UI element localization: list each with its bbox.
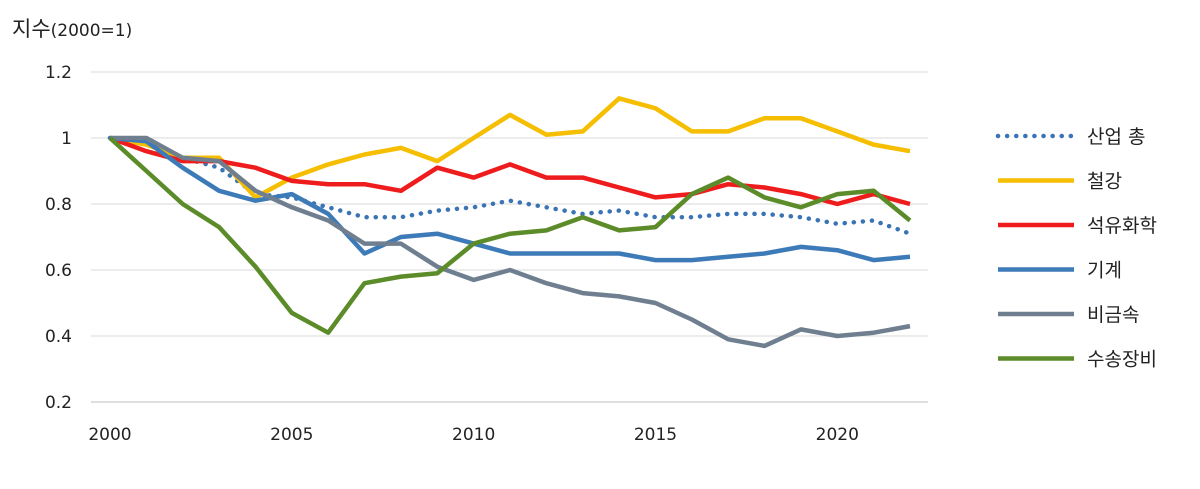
legend-label: 비금속 xyxy=(1087,304,1139,326)
x-tick-label: 2015 xyxy=(634,425,677,445)
series-line xyxy=(109,135,911,263)
series-line xyxy=(109,96,911,200)
y-tick-label: 0.2 xyxy=(45,393,72,413)
y-tick-label: 0.8 xyxy=(45,195,72,215)
y-tick-label: 0.6 xyxy=(45,261,72,281)
series-line xyxy=(107,135,913,236)
y-axis-title-main: 지수 xyxy=(12,17,51,41)
legend-label: 수송장비 xyxy=(1087,349,1157,371)
series-line xyxy=(109,135,911,207)
y-tick-label: 1.2 xyxy=(45,63,72,83)
x-axis-ticks: 2000 2005 2010 2015 2020 xyxy=(88,425,859,445)
x-tick-label: 2005 xyxy=(270,425,313,445)
series-line xyxy=(110,135,911,349)
y-axis-title-unit: (2000=1) xyxy=(51,21,133,41)
series-line xyxy=(108,136,912,335)
legend-label: 기계 xyxy=(1087,260,1122,282)
gridlines xyxy=(91,71,928,403)
y-axis-ticks: 1.2 1 0.8 0.6 0.4 0.2 xyxy=(45,63,72,413)
y-tick-label: 1 xyxy=(61,129,72,149)
y-tick-label: 0.4 xyxy=(45,327,72,347)
series-lines xyxy=(107,96,913,349)
y-axis-title: 지수(2000=1) xyxy=(12,17,132,41)
legend-label: 산업 총 xyxy=(1087,126,1145,148)
x-tick-label: 2000 xyxy=(88,425,131,445)
legend-label: 철강 xyxy=(1087,171,1122,193)
legend-label: 석유화학 xyxy=(1087,215,1157,237)
x-tick-label: 2010 xyxy=(452,425,495,445)
x-tick-label: 2020 xyxy=(816,425,859,445)
